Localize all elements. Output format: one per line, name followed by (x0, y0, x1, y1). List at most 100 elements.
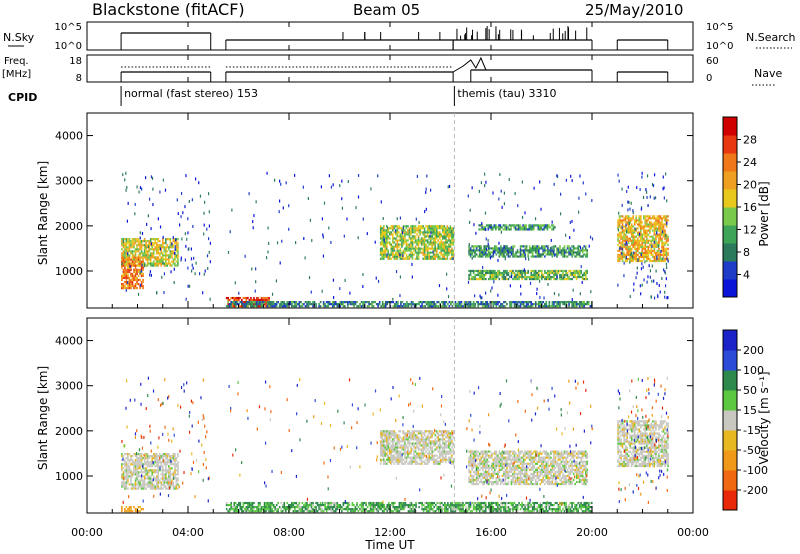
power-echo-cell (172, 252, 175, 255)
velocity-background (87, 318, 693, 513)
power-echo-cell (148, 262, 150, 265)
power-echo-cell (443, 249, 446, 252)
velocity-echo-cell (149, 485, 152, 488)
power-echo-cell (539, 303, 542, 306)
power-echo-cell (392, 225, 394, 228)
power-echo-cell (451, 249, 453, 252)
power-echo-cell (435, 251, 438, 254)
power-echo-cell (639, 219, 642, 222)
velocity-echo-cell (137, 483, 140, 486)
power-echo-cell (434, 241, 437, 244)
power-echo-cell (192, 266, 194, 270)
velocity-echo-cell (169, 473, 172, 476)
velocity-echo-cell (128, 475, 131, 478)
power-echo-cell (449, 241, 452, 244)
power-echo-cell (664, 249, 666, 252)
power-echo-cell (160, 258, 163, 261)
power-echo-cell (407, 231, 409, 234)
velocity-echo-cell (429, 432, 432, 435)
power-echo-cell (468, 303, 470, 306)
power-echo-cell (401, 239, 403, 242)
power-echo-cell (433, 305, 436, 308)
power-echo-cell (629, 237, 631, 240)
power-echo-cell (381, 239, 384, 242)
velocity-echo-cell (379, 452, 382, 455)
power-echo-cell (531, 275, 534, 279)
velocity-echo-cell (445, 442, 447, 445)
power-echo-cell (472, 303, 475, 306)
power-echo-cell (504, 224, 506, 227)
power-echo-cell (431, 303, 434, 306)
power-echo-cell (127, 238, 129, 241)
power-echo-cell (133, 250, 135, 253)
power-echo-cell (443, 229, 446, 232)
power-echo-cell (401, 253, 403, 256)
power-echo-cell (142, 280, 144, 284)
power-echo-cell (124, 274, 126, 278)
velocity-echo-cell (158, 454, 161, 458)
power-echo-cell (442, 237, 444, 240)
power-echo-cell (543, 226, 546, 229)
velocity-echo-cell (169, 463, 172, 466)
velocity-echo-cell (145, 483, 147, 486)
power-echo-cell (127, 264, 129, 267)
power-echo-cell (509, 305, 511, 308)
power-echo-cell (122, 274, 125, 278)
velocity-echo-cell (146, 461, 149, 464)
velocity-echo-cell (168, 477, 170, 480)
velocity-echo-cell (448, 434, 450, 437)
power-echo-cell (621, 215, 624, 218)
power-echo-cell (621, 237, 624, 240)
velocity-echo-cell (423, 442, 426, 445)
power-echo-cell (381, 241, 384, 244)
power-echo-cell (128, 254, 131, 257)
power-echo-cell (382, 229, 385, 232)
velocity-echo-cell (448, 444, 450, 447)
power-echo-cell (568, 253, 570, 256)
power-echo-cell (513, 253, 516, 256)
power-echo-cell (124, 244, 126, 247)
power-echo-cell (646, 233, 648, 236)
power-echo-cell (633, 282, 635, 286)
power-echo-cell (624, 221, 627, 224)
power-echo-cell (413, 225, 415, 228)
power-echo-cell (225, 296, 228, 300)
power-echo-cell (534, 305, 537, 308)
power-echo-cell (433, 301, 436, 304)
velocity-echo-cell (390, 448, 393, 451)
power-echo-cell (544, 247, 546, 250)
power-echo-cell (414, 231, 417, 234)
velocity-echo-cell (145, 467, 147, 470)
power-echo-cell (430, 305, 432, 308)
power-echo-cell (416, 255, 418, 258)
power-echo-cell (659, 225, 662, 228)
velocity-echo-cell (134, 479, 137, 482)
velocity-echo-cell (402, 436, 405, 439)
power-echo-cell (647, 204, 649, 208)
power-echo-cell (332, 183, 334, 187)
power-echo-cell (636, 237, 639, 240)
power-echo-cell (536, 251, 539, 254)
power-echo-cell (560, 253, 563, 256)
power-echo-cell (472, 249, 475, 252)
power-echo-cell (410, 241, 412, 244)
power-echo-cell (665, 233, 668, 236)
power-echo-cell (434, 249, 437, 252)
power-echo-cell (133, 287, 135, 290)
power-echo-cell (315, 303, 317, 306)
velocity-echo-cell (140, 477, 143, 480)
power-echo-cell (492, 271, 495, 275)
velocity-echo-cell (161, 479, 164, 482)
power-echo-cell (451, 255, 453, 258)
power-echo-cell (193, 256, 195, 260)
power-echo-cell (580, 303, 582, 306)
power-echo-cell (498, 197, 500, 201)
power-echo-cell (448, 247, 450, 250)
power-echo-cell (448, 251, 450, 254)
power-echo-cell (638, 241, 641, 244)
power-echo-cell (396, 251, 399, 254)
power-echo-cell (503, 301, 505, 304)
velocity-echo-cell (134, 487, 137, 490)
power-echo-cell (427, 305, 429, 308)
power-echo-cell (629, 253, 631, 257)
